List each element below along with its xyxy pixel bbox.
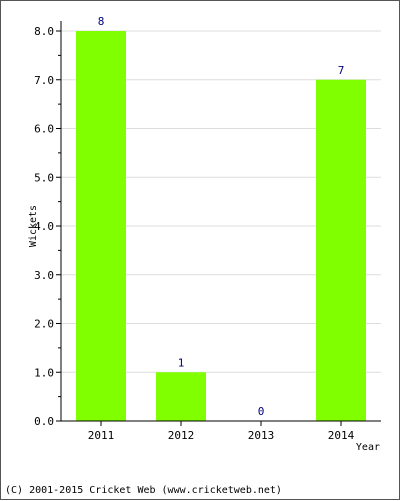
y-axis-title: Wickets bbox=[28, 205, 39, 247]
bar bbox=[316, 79, 366, 421]
labels: 0.0 1.0 2.0 3.0 4.0 5.0 6.0 7.0 8.0 2011 8 2012 1 201… bbox=[34, 15, 354, 442]
data-label: 8 bbox=[98, 15, 105, 28]
bar bbox=[76, 31, 126, 421]
bar bbox=[156, 372, 206, 421]
copyright-footer: (C) 2001-2015 Cricket Web (www.cricketwe… bbox=[5, 485, 282, 496]
y-tick-label: 3.0 bbox=[34, 269, 54, 282]
x-tick-label: 2013 bbox=[248, 429, 275, 442]
y-tick-label: 7.0 bbox=[34, 74, 54, 87]
x-tick-label: 2012 bbox=[168, 429, 195, 442]
y-tick-label: 5.0 bbox=[34, 171, 54, 184]
data-label: 7 bbox=[338, 64, 345, 77]
y-tick-label: 4.0 bbox=[34, 220, 54, 233]
data-label: 0 bbox=[258, 405, 265, 418]
y-tick-label: 2.0 bbox=[34, 318, 54, 331]
y-tick-label: 6.0 bbox=[34, 123, 54, 136]
axes bbox=[60, 21, 381, 422]
x-axis-title: Year bbox=[356, 442, 380, 453]
y-tick-label: 1.0 bbox=[34, 366, 54, 379]
x-tick-label: 2011 bbox=[88, 429, 115, 442]
y-tick-label: 8.0 bbox=[34, 25, 54, 38]
y-tick-label: 0.0 bbox=[34, 415, 54, 428]
bars bbox=[76, 31, 366, 421]
x-tick-label: 2014 bbox=[328, 429, 355, 442]
data-label: 1 bbox=[178, 356, 185, 369]
